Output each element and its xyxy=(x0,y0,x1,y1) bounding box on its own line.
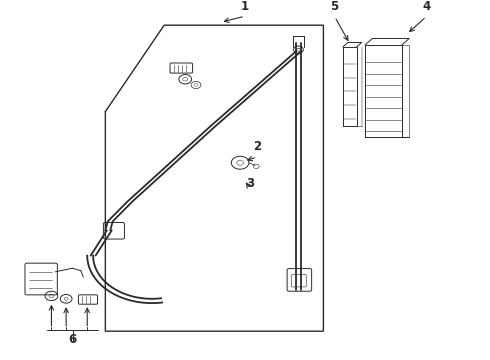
Text: 5: 5 xyxy=(331,0,339,13)
Text: 4: 4 xyxy=(422,0,430,13)
Text: 6: 6 xyxy=(69,333,76,346)
Text: 2: 2 xyxy=(253,140,261,153)
Text: 1: 1 xyxy=(241,0,249,13)
Text: 3: 3 xyxy=(246,177,254,190)
